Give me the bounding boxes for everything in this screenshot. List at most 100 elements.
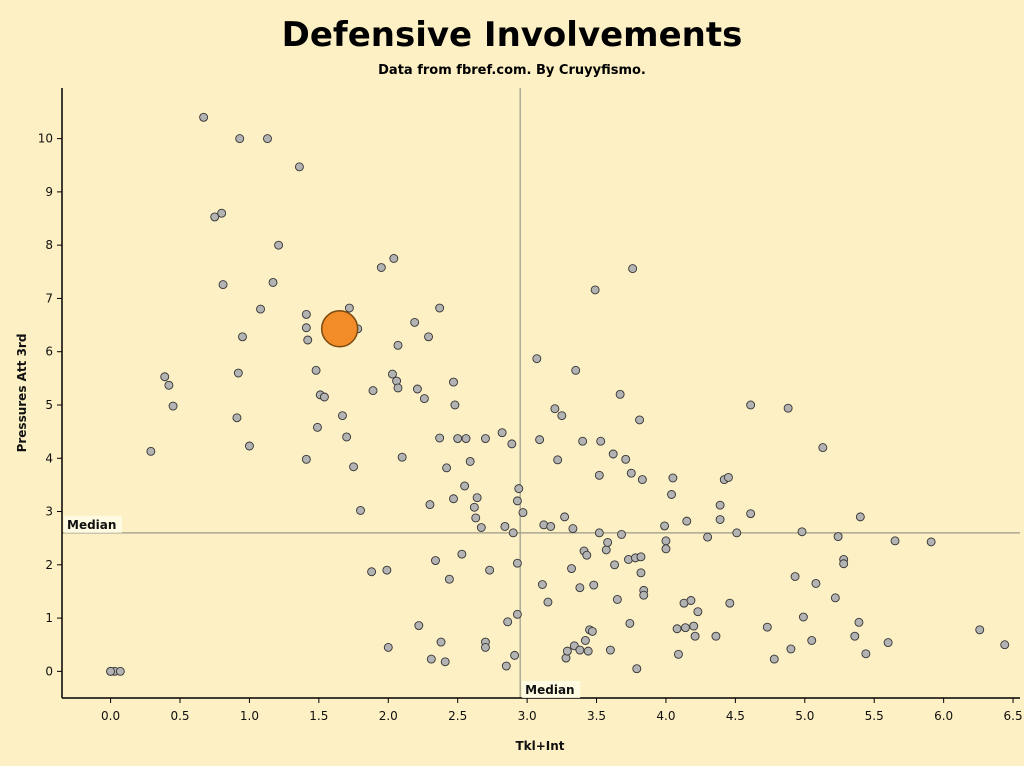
data-point xyxy=(590,285,600,295)
data-point xyxy=(414,621,424,630)
data-point xyxy=(674,649,683,659)
data-point xyxy=(481,642,490,652)
data-point xyxy=(507,439,517,449)
chart-title: Defensive Involvements xyxy=(282,15,743,55)
data-point xyxy=(485,565,495,575)
data-points xyxy=(106,112,1010,676)
data-point xyxy=(442,463,452,473)
data-point xyxy=(461,434,471,444)
data-point xyxy=(807,636,817,645)
data-point xyxy=(639,590,649,600)
data-point xyxy=(164,380,174,390)
data-point xyxy=(850,631,860,641)
data-point xyxy=(711,631,721,641)
x-tick-label: 2.5 xyxy=(448,709,467,723)
data-point xyxy=(311,365,321,375)
data-point xyxy=(546,522,556,531)
data-point xyxy=(168,401,178,411)
x-tick-label: 3.5 xyxy=(587,709,606,723)
data-point xyxy=(580,636,590,645)
data-point xyxy=(303,335,313,345)
data-point xyxy=(839,559,849,569)
data-point xyxy=(436,637,446,647)
data-point xyxy=(587,626,597,636)
data-point xyxy=(575,583,585,593)
data-point xyxy=(393,340,403,350)
y-tick-label: 3 xyxy=(45,505,53,519)
data-point xyxy=(693,607,703,617)
data-point xyxy=(596,436,606,446)
data-point xyxy=(440,657,450,667)
data-point xyxy=(790,572,800,581)
data-point xyxy=(199,112,209,122)
data-point xyxy=(457,549,467,559)
data-point xyxy=(313,422,322,432)
data-point xyxy=(497,428,507,438)
data-point xyxy=(854,617,864,627)
median-x-label: Median xyxy=(525,683,574,697)
data-point xyxy=(589,580,599,590)
x-tick-label: 4.5 xyxy=(726,709,745,723)
data-point xyxy=(449,494,458,504)
data-point xyxy=(610,560,620,570)
x-tick-label: 1.5 xyxy=(309,709,328,723)
data-point xyxy=(301,309,311,319)
data-point xyxy=(512,496,522,506)
data-point xyxy=(500,522,510,531)
data-point xyxy=(560,512,570,522)
y-tick-label: 0 xyxy=(45,664,53,678)
data-point xyxy=(811,579,821,588)
data-point xyxy=(301,323,311,333)
data-point xyxy=(387,369,397,379)
data-point xyxy=(637,475,647,485)
data-point xyxy=(628,264,638,274)
y-axis-label: Pressures Att 3rd xyxy=(15,334,29,453)
x-tick-label: 4.0 xyxy=(656,709,675,723)
data-point xyxy=(481,434,490,444)
data-point xyxy=(582,550,592,560)
data-point xyxy=(294,162,304,172)
data-point xyxy=(703,532,713,542)
data-point xyxy=(583,646,593,656)
data-point xyxy=(425,500,435,510)
data-point xyxy=(890,536,900,546)
data-point xyxy=(855,512,865,522)
data-point xyxy=(472,493,482,503)
x-tick-label: 5.0 xyxy=(795,709,814,723)
data-point xyxy=(449,377,458,387)
data-point xyxy=(594,528,604,538)
data-point xyxy=(762,622,772,632)
data-point xyxy=(508,528,518,538)
data-point xyxy=(661,536,671,546)
data-point xyxy=(376,263,386,272)
data-point xyxy=(830,593,840,603)
data-point xyxy=(635,415,645,425)
x-axis-ticks: 0.0 0.5 1.0 1.5 2.0 2.5 3.0 3.5 4.0 4.5 5.0 5.5 6.0 6… xyxy=(101,698,1023,723)
data-point xyxy=(356,506,365,515)
data-point xyxy=(632,664,642,674)
data-point xyxy=(210,212,220,222)
data-point xyxy=(668,473,678,483)
data-point xyxy=(568,524,578,534)
y-axis-ticks: 0 1 2 3 4 5 6 7 8 9 10 xyxy=(38,132,62,678)
data-point xyxy=(424,332,433,342)
data-point xyxy=(368,386,378,396)
x-tick-label: 2.0 xyxy=(379,709,398,723)
data-point xyxy=(512,609,522,619)
data-point xyxy=(514,484,524,494)
data-point xyxy=(578,436,588,446)
data-point xyxy=(435,303,445,313)
data-point xyxy=(1000,640,1010,650)
median-lines xyxy=(62,88,1020,698)
data-point xyxy=(319,392,329,402)
data-point xyxy=(690,631,700,641)
data-point xyxy=(535,435,545,445)
y-tick-label: 6 xyxy=(45,345,53,359)
data-point xyxy=(518,508,528,518)
data-point xyxy=(667,490,676,499)
chart-subtitle: Data from fbref.com. By Cruyyfismo. xyxy=(378,63,646,78)
data-point xyxy=(621,454,631,464)
data-point xyxy=(746,509,756,519)
data-point xyxy=(537,580,547,589)
data-point xyxy=(342,432,352,442)
